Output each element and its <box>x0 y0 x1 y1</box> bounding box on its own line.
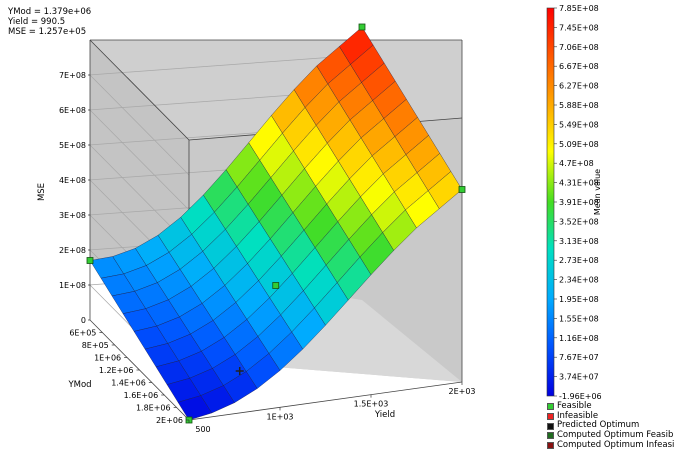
x-tick-label: 1.2E+06 <box>99 366 134 375</box>
readout-mse: MSE = 1.257e+05 <box>8 27 87 37</box>
x-tick-label: 1.6E+06 <box>124 391 159 400</box>
colorbar-tick-label: 3.74E+07 <box>559 373 599 382</box>
x-axis-label: YMod <box>67 380 91 390</box>
feasible-point <box>272 282 280 289</box>
y-axis-ticks: 500 1E+03 1.5E+03 2E+03 <box>188 382 476 434</box>
legend-label: Predicted Optimum <box>557 420 640 431</box>
z-axis-label: MSE <box>37 183 47 201</box>
z-tick-label: 3E+08 <box>59 211 86 220</box>
grid-line <box>88 54 363 76</box>
legend-swatch <box>547 422 554 430</box>
legend-swatch <box>547 413 554 421</box>
y-axis-label: Yield <box>374 410 395 420</box>
z-tick-label: 7E+08 <box>59 71 86 80</box>
colorbar-tick-label: 1.95E+08 <box>559 295 599 304</box>
colorbar-tick-label: 4.7E+08 <box>559 159 594 168</box>
x-tick-label: 1.8E+06 <box>136 404 171 413</box>
colorbar-tick-label: -1.96E+06 <box>559 392 602 401</box>
feasible-point <box>86 257 94 264</box>
colorbar-tick-label: 2.73E+08 <box>559 256 599 265</box>
grid-line <box>89 109 190 211</box>
x-tick-label: 2E+06 <box>156 416 183 425</box>
readout-ymod: YMod = 1.379e+06 <box>8 7 92 17</box>
colorbar-tick-label: 1.55E+08 <box>559 314 599 323</box>
z-tick-label: 5E+08 <box>59 141 86 150</box>
legend: Feasible Infeasible Predicted Optimum Compu… <box>547 401 674 451</box>
predicted-optimum-marker <box>235 367 244 376</box>
legend-item: Infeasible <box>547 410 674 422</box>
colorbar-tick-label: 4.31E+08 <box>559 179 599 188</box>
x-tick-label: 6E+05 <box>69 329 96 338</box>
colorbar-tick-label: 6.67E+08 <box>559 62 599 71</box>
legend-label: Infeasible <box>557 410 599 421</box>
y-tick-label: 2E+03 <box>448 387 475 396</box>
surface-patch <box>177 395 213 421</box>
feasible-point <box>358 23 366 31</box>
colorbar-label: Mean value <box>593 169 602 215</box>
legend-label: Computed Optimum Feasible <box>557 430 674 441</box>
colorbar-tick-label: 7.06E+08 <box>559 43 599 52</box>
colorbar-tick-label: 7.45E+08 <box>559 23 599 32</box>
colorbar-tick-label: 3.52E+08 <box>559 217 599 226</box>
colorbar <box>546 7 555 397</box>
colorbar-tick-label: 7.67E+07 <box>559 353 599 362</box>
response-surface <box>89 26 463 421</box>
x-axis-ticks: 6E+05 8E+05 1E+06 1.2E+06 1.4E+06 1.6E+06 1.8E… <box>69 329 189 425</box>
legend-swatch <box>547 442 554 450</box>
colorbar-tick-label: 3.91E+08 <box>559 198 599 207</box>
x-tick-label: 1E+06 <box>94 354 121 363</box>
colorbar-tick-label: 5.88E+08 <box>559 101 599 110</box>
y-tick-label: 1.5E+03 <box>354 400 389 409</box>
z-tick-label: 2E+08 <box>59 246 86 255</box>
colorbar-tick-label: 6.27E+08 <box>559 82 599 91</box>
readout-yield: Yield = 990.5 <box>8 17 66 27</box>
legend-label: Computed Optimum Infeasible <box>557 439 674 450</box>
legend-item: Computed Optimum Feasible <box>547 430 674 441</box>
feasible-point <box>458 186 466 193</box>
y-tick-label: 500 <box>195 425 210 434</box>
cursor-readout: YMod = 1.379e+06 Yield = 990.5 MSE = 1.2… <box>8 7 91 37</box>
z-tick-label: 1E+08 <box>59 281 86 290</box>
colorbar-tick-label: 3.13E+08 <box>559 237 599 246</box>
y-tick-label: 1E+03 <box>266 412 293 421</box>
colorbar-tick-label: 5.09E+08 <box>559 140 599 149</box>
colorbar-tick-label: 5.49E+08 <box>559 120 599 129</box>
colorbar-tick-label: 7.85E+08 <box>559 4 599 13</box>
colorbar-ticks: 7.85E+08 7.45E+08 7.06E+08 6.67E+08 6.27E+08… <box>554 4 602 401</box>
x-tick-label: 1.4E+06 <box>111 379 146 388</box>
colorbar-tick-label: 1.16E+08 <box>559 334 599 343</box>
z-tick-label: 4E+08 <box>59 176 86 185</box>
legend-swatch <box>547 432 554 440</box>
legend-item: Feasible <box>547 401 674 412</box>
z-axis-ticks: 0 1E+08 2E+08 3E+08 4E+08 5E+08 6E+08 7E+08 <box>59 71 90 325</box>
colorbar-tick-label: 2.34E+08 <box>559 276 599 285</box>
x-tick-label: 8E+05 <box>82 341 109 350</box>
legend-label: Feasible <box>557 401 592 411</box>
legend-item: Predicted Optimum <box>547 421 674 431</box>
legend-item: Computed Optimum Infeasible <box>547 439 674 451</box>
grid-line <box>89 74 190 176</box>
z-tick-label: 6E+08 <box>59 106 86 115</box>
legend-swatch <box>547 403 554 411</box>
z-tick-label: 0 <box>81 316 86 325</box>
